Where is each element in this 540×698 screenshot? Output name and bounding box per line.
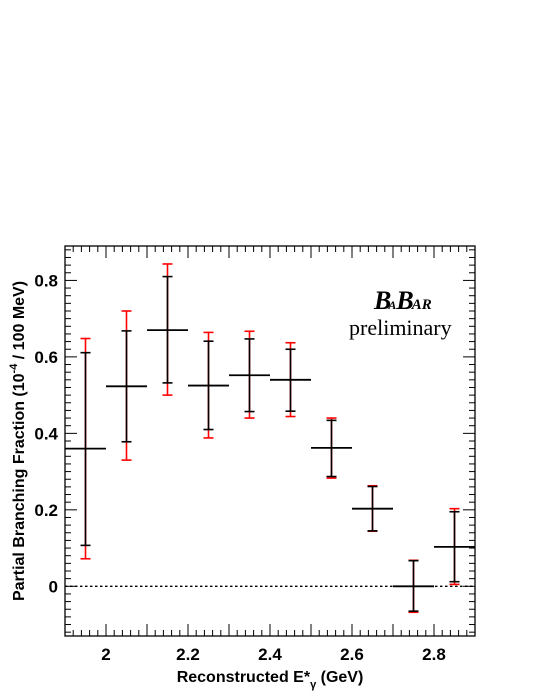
tick-marks: [64, 246, 476, 636]
y-tick-label: 0.6: [34, 348, 58, 367]
y-axis-label: Partial Branching Fraction (10-4 / 100 M…: [8, 281, 28, 601]
x-axis-label: Reconstructed E*γ (GeV): [177, 669, 364, 691]
x-tick-label: 2.6: [340, 645, 364, 664]
y-tick-label: 0.8: [34, 271, 58, 290]
preliminary-label: preliminary: [349, 315, 452, 340]
data-points: [65, 329, 475, 588]
babar-logo: BABAR: [373, 286, 432, 315]
x-tick-label: 2.2: [176, 645, 200, 664]
y-tick-labels: 0 0.2 0.4 0.6 0.8: [34, 271, 58, 596]
x-tick-label: 2.8: [422, 645, 446, 664]
y-tick-label: 0: [49, 577, 58, 596]
y-tick-label: 0.4: [34, 424, 58, 443]
x-tick-label: 2: [101, 645, 110, 664]
x-tick-label: 2.4: [258, 645, 282, 664]
x-tick-labels: 2 2.2 2.4 2.6 2.8: [101, 645, 446, 664]
y-tick-label: 0.2: [34, 501, 58, 520]
